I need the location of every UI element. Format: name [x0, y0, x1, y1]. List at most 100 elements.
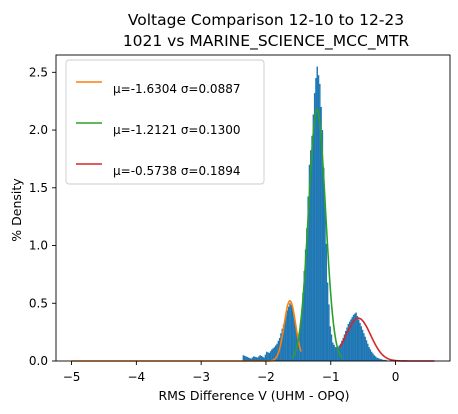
histogram-bar — [308, 164, 311, 361]
histogram-bar — [359, 322, 361, 361]
histogram-bar — [364, 336, 366, 361]
histogram-bar — [246, 356, 248, 361]
histogram-bar — [335, 347, 338, 361]
histogram-bar — [255, 357, 258, 361]
histogram-bar — [350, 319, 352, 361]
histogram-bar — [333, 344, 335, 361]
histogram-bar — [273, 347, 276, 361]
histogram-bar — [249, 358, 251, 361]
histogram-bar — [347, 324, 350, 361]
histogram-bar — [355, 312, 357, 361]
y-tick-label: 0.0 — [29, 354, 48, 368]
histogram-bar — [254, 356, 256, 361]
histogram-bar — [275, 345, 277, 361]
histogram-bar — [289, 303, 291, 361]
histogram-bar — [271, 349, 273, 361]
histogram-bar — [286, 310, 289, 361]
y-tick-label: 0.5 — [29, 296, 48, 310]
histogram-bar — [242, 355, 245, 361]
histogram-bar — [332, 342, 334, 361]
x-axis-label: RMS Difference V (UHM - OPQ) — [158, 388, 349, 403]
histogram-bar — [307, 196, 309, 361]
histogram-bar — [250, 358, 252, 361]
histogram-bar — [256, 357, 259, 361]
histogram-bar — [383, 359, 386, 361]
histogram-bar — [357, 319, 360, 361]
histogram-bar — [303, 270, 305, 361]
legend-label-1: μ=-1.6304 σ=0.0887 — [113, 82, 240, 96]
histogram-bar — [326, 282, 329, 361]
histogram-bar — [328, 304, 330, 361]
histogram-bar — [319, 83, 321, 362]
histogram-bar — [317, 75, 320, 362]
histogram-bar — [260, 356, 263, 361]
histogram-bar — [316, 66, 318, 362]
y-tick-label: 1.0 — [29, 239, 48, 253]
x-tick-label: −2 — [257, 370, 275, 384]
histogram-bar — [372, 353, 374, 361]
y-tick-label: 2.5 — [29, 65, 48, 79]
histogram-bar — [345, 330, 347, 361]
histogram-bar — [265, 351, 268, 361]
histogram-bar — [368, 347, 370, 361]
histogram-bar — [247, 357, 250, 361]
histogram-bar — [287, 306, 290, 361]
x-tick-label: −4 — [128, 370, 146, 384]
histogram-bar — [380, 359, 382, 361]
histogram-bar — [312, 114, 315, 361]
chart-title-line-2: 1021 vs MARINE_SCIENCE_MCC_MTR — [123, 32, 410, 51]
histogram-bar — [321, 130, 324, 361]
histogram-bar — [329, 326, 331, 361]
legend-box — [65, 59, 265, 185]
histogram-bar — [351, 317, 353, 361]
x-tick-label: −5 — [63, 370, 81, 384]
histogram-bar — [385, 359, 387, 361]
histogram-bar — [334, 347, 337, 361]
histogram-bar — [369, 349, 372, 361]
histogram-bar — [313, 93, 316, 362]
y-axis-ticks: 0.0 0.5 1.0 1.5 2.0 2.5 — [29, 65, 56, 368]
histogram-bar — [285, 315, 287, 361]
plot-frame — [55, 54, 451, 362]
histogram-bar — [352, 314, 355, 361]
histogram-bar — [342, 337, 344, 361]
histogram-bar — [284, 320, 286, 361]
histogram-bar — [376, 357, 378, 361]
histogram-bar — [360, 326, 363, 361]
histogram-bar — [299, 324, 302, 361]
y-tick-label: 1.5 — [29, 181, 48, 195]
legend: μ=-1.6304 σ=0.0887 μ=-1.2121 σ=0.1300 μ=-0… — [65, 59, 265, 185]
histogram-bar — [378, 358, 381, 361]
histogram-bar — [251, 357, 254, 361]
histogram-bar — [302, 292, 304, 361]
histogram-bar — [322, 167, 325, 361]
histogram-bar — [243, 355, 246, 361]
histogram-bar — [382, 359, 385, 361]
histogram-bar — [276, 343, 278, 361]
histogram-bar — [325, 243, 328, 361]
legend-label-2: μ=-1.2121 σ=0.1300 — [113, 123, 240, 137]
histogram-bar — [262, 356, 264, 361]
histogram-bar — [354, 313, 356, 361]
histogram-bar — [253, 356, 255, 361]
histogram-bar — [324, 205, 326, 361]
histogram-bar — [330, 334, 333, 361]
histogram-bar — [281, 328, 283, 361]
histogram-bar — [297, 337, 299, 361]
histogram-bar — [374, 356, 377, 361]
histogram-bar — [337, 347, 339, 361]
histogram-bar — [377, 358, 379, 361]
histogram-bar — [356, 315, 359, 361]
histogram-bar — [290, 305, 293, 361]
histogram-bar — [268, 352, 270, 361]
histogram-bar — [294, 322, 296, 361]
histogram-bar — [304, 249, 307, 361]
y-tick-label: 2.0 — [29, 123, 48, 137]
histogram-bar — [320, 106, 322, 362]
histogram-bar — [264, 354, 267, 361]
histogram-bar — [272, 348, 274, 361]
histogram-bar — [311, 135, 313, 361]
histogram-bar — [263, 357, 265, 361]
y-axis-label: % Density — [9, 178, 24, 242]
